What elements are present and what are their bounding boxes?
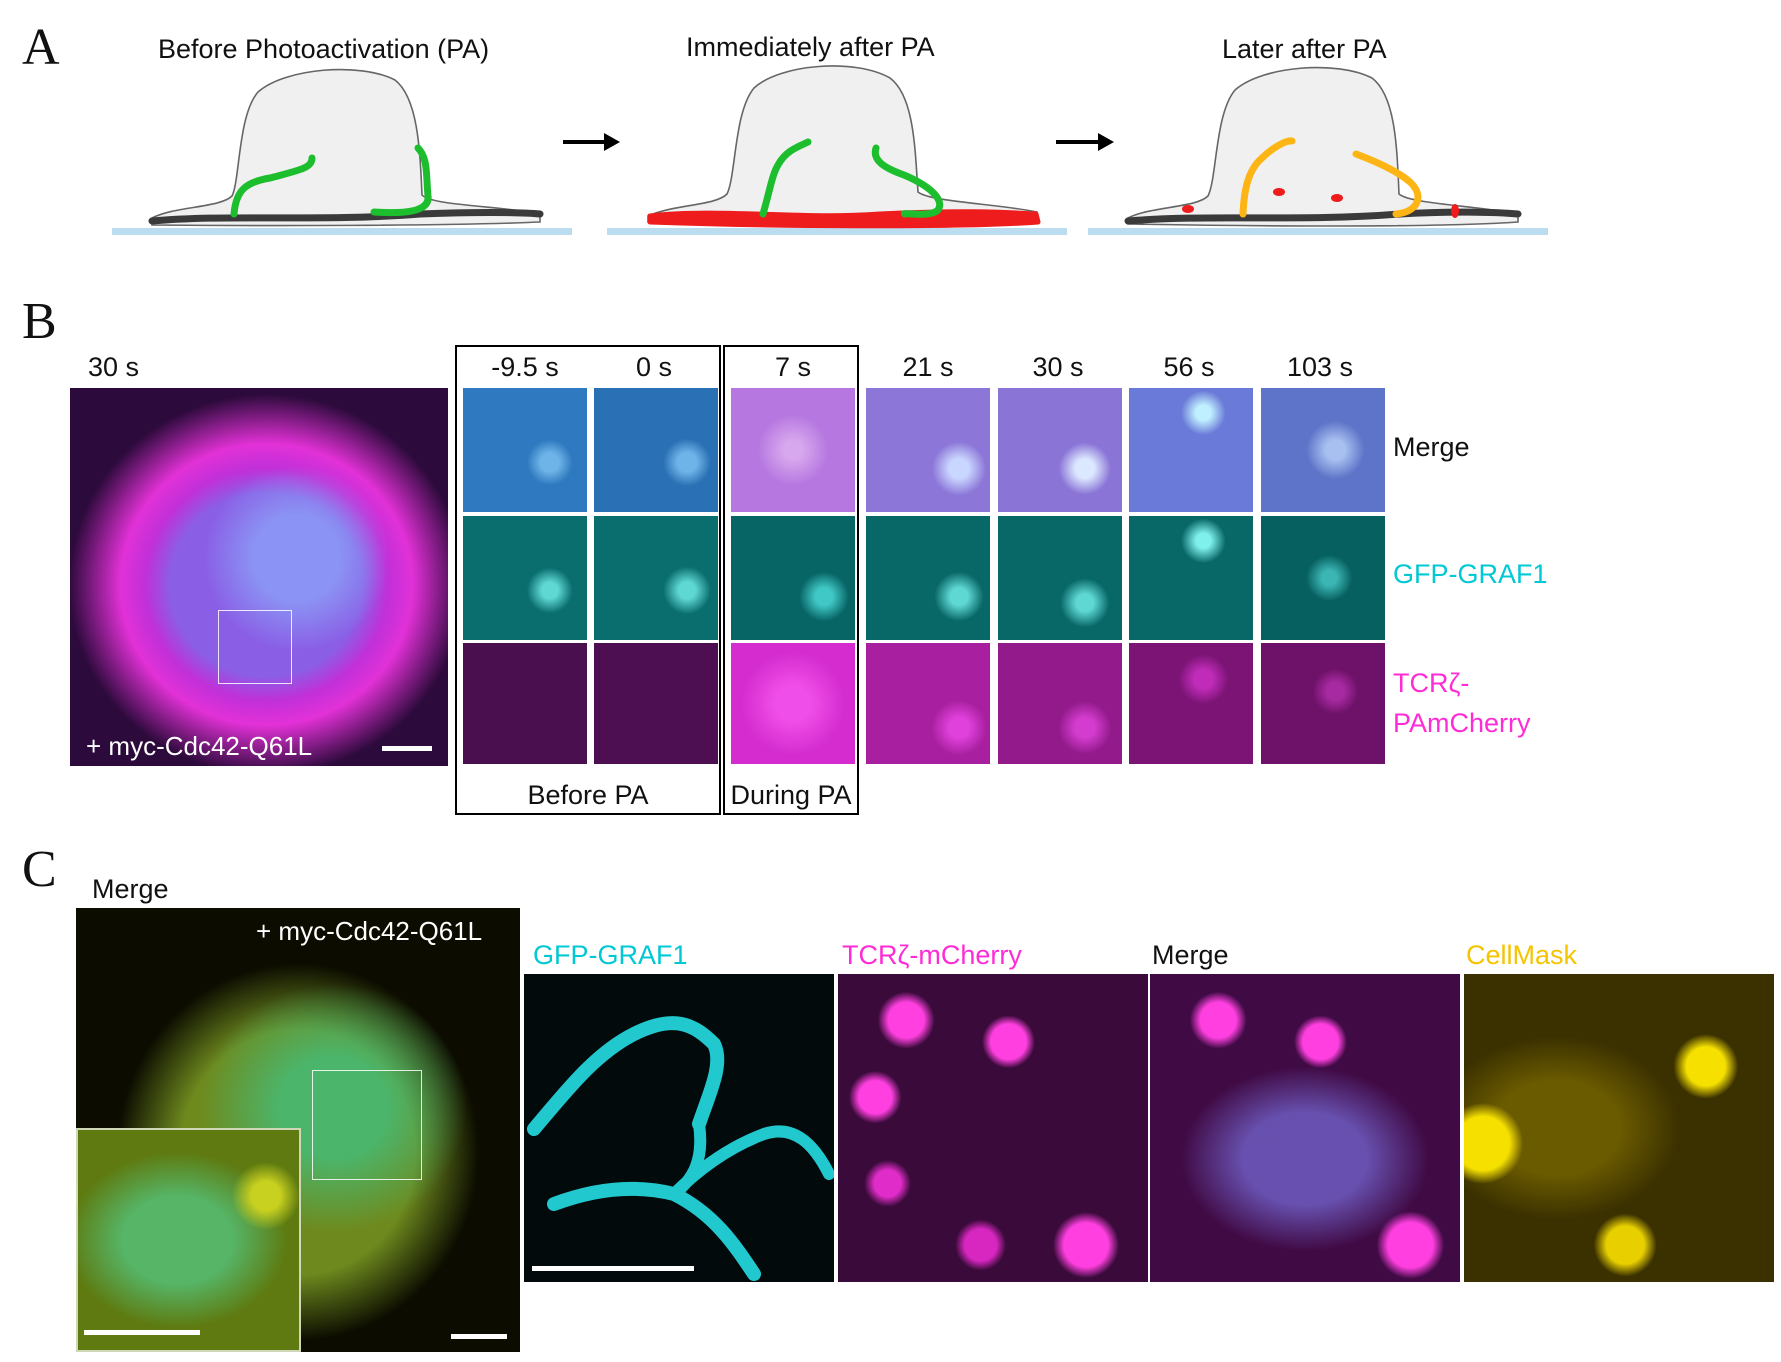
tcr-tile xyxy=(463,643,587,764)
channel-label-merge: Merge xyxy=(1152,940,1229,970)
cell-diagram xyxy=(112,65,1548,235)
overview-roi-box xyxy=(218,610,292,684)
row-label-tcr-line1: TCRζ- xyxy=(1393,668,1470,698)
tcr-tile xyxy=(731,643,855,764)
time-label: 103 s xyxy=(1286,352,1354,382)
overview-title: Merge xyxy=(92,874,169,904)
overview-time-label: 30 s xyxy=(88,352,140,382)
before-pa-box xyxy=(455,345,721,815)
time-label: 56 s xyxy=(1163,352,1215,382)
time-label: 30 s xyxy=(1032,352,1084,382)
channel-label-cellmask: CellMask xyxy=(1466,940,1578,970)
tcr-tile xyxy=(866,643,990,764)
time-label: 21 s xyxy=(902,352,954,382)
graf1-tile xyxy=(998,516,1122,640)
merge-tile xyxy=(998,388,1122,512)
merge-tile xyxy=(866,388,990,512)
tcr-tile xyxy=(998,643,1122,764)
merge-zoom-image xyxy=(1150,974,1460,1282)
scale-bar xyxy=(532,1266,694,1271)
graf1-tile xyxy=(463,516,587,640)
time-label: 0 s xyxy=(635,352,673,382)
panel-c-roi-box xyxy=(312,1070,422,1180)
overview-cell-image: + myc-Cdc42-Q61L xyxy=(70,388,448,766)
scale-bar xyxy=(382,746,432,751)
panel-b-letter: B xyxy=(22,293,57,350)
cell-immediately-after-pa xyxy=(607,65,1067,235)
scale-bar xyxy=(84,1330,200,1335)
stage-2-label: Immediately after PA xyxy=(686,32,935,62)
right-arrow-icon xyxy=(563,133,620,151)
graf1-tile xyxy=(1261,516,1385,640)
time-label: -9.5 s xyxy=(491,352,559,382)
graf1-tile xyxy=(1129,516,1253,640)
tcr-tile xyxy=(594,643,718,764)
time-label: 7 s xyxy=(774,352,812,382)
cellmask-zoom-image xyxy=(1464,974,1774,1282)
row-label-graf1: GFP-GRAF1 xyxy=(1393,559,1548,589)
stage-1-label: Before Photoactivation (PA) xyxy=(158,34,490,64)
cell-before-pa xyxy=(112,68,572,235)
before-pa-label: Before PA xyxy=(527,780,649,810)
cell-later-after-pa xyxy=(1088,66,1548,235)
row-label-merge: Merge xyxy=(1393,432,1470,462)
channel-label-graf1: GFP-GRAF1 xyxy=(533,940,688,970)
tcr-tile xyxy=(1129,643,1253,764)
overview-construct-label: + myc-Cdc42-Q61L xyxy=(86,731,313,761)
merge-tile xyxy=(1129,388,1253,512)
panel-c-construct-label: + myc-Cdc42-Q61L xyxy=(256,916,483,946)
stage-3-label: Later after PA xyxy=(1222,34,1387,64)
panel-a-letter: A xyxy=(22,19,60,76)
row-label-tcr-line2: PAmCherry xyxy=(1393,708,1531,738)
tcr-tile xyxy=(1261,643,1385,764)
merge-tile xyxy=(731,388,855,512)
tcr-zoom-image xyxy=(838,974,1148,1282)
merge-tile xyxy=(1261,388,1385,512)
graf1-tile xyxy=(594,516,718,640)
panel-c-inset xyxy=(76,1128,301,1352)
panel-c-letter: C xyxy=(22,841,57,898)
scale-bar xyxy=(451,1334,507,1339)
right-arrow-icon xyxy=(1056,133,1114,151)
graf1-tile xyxy=(866,516,990,640)
merge-tile xyxy=(463,388,587,512)
merge-tile xyxy=(594,388,718,512)
panel-c-overview-image: + myc-Cdc42-Q61L xyxy=(76,908,520,1352)
graf1-zoom-image xyxy=(524,974,834,1282)
during-pa-label: During PA xyxy=(730,780,852,810)
graf1-tile xyxy=(731,516,855,640)
channel-label-tcr: TCRζ-mCherry xyxy=(842,940,1022,970)
during-pa-box xyxy=(723,345,859,815)
